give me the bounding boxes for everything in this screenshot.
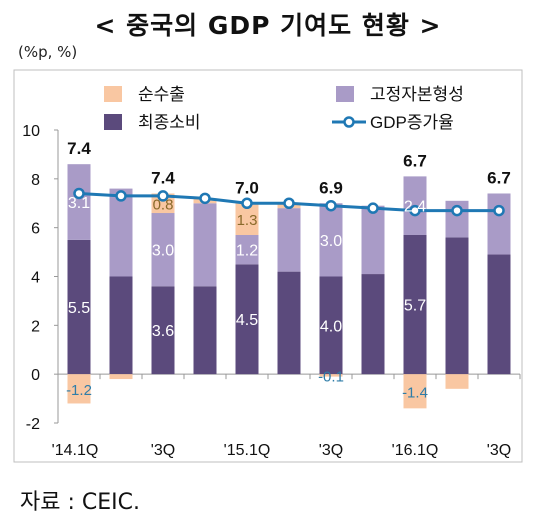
label-final-consumption: 3.6 <box>152 323 174 340</box>
label-final-consumption: 5.7 <box>404 298 426 315</box>
legend-label-gdp-line: GDP증가율 <box>370 113 454 132</box>
label-gdp: 6.7 <box>487 168 511 187</box>
label-net-exports: -0.1 <box>318 368 344 385</box>
bar-gross-capital <box>487 193 511 255</box>
bar-net-exports <box>235 203 259 235</box>
bar-final-consumption <box>361 274 385 375</box>
legend-label-final-consumption: 최종소비 <box>138 113 201 132</box>
bar-gross-capital <box>193 203 217 287</box>
y-tick-label: 4 <box>31 270 40 287</box>
legend-swatch-final-consumption <box>104 114 122 130</box>
legend-swatch-net-exports <box>104 86 122 102</box>
bar-final-consumption <box>193 286 217 375</box>
label-gdp: 6.9 <box>319 178 343 197</box>
gdp-point <box>199 192 211 205</box>
bars <box>67 164 511 409</box>
y-tick-label: 10 <box>22 123 40 140</box>
bar-final-consumption <box>487 254 511 375</box>
bar-final-consumption <box>109 276 133 375</box>
legend-label-gross-capital: 고정자본형성 <box>370 85 464 104</box>
x-tick-label: '3Q <box>151 442 175 459</box>
label-gross-capital: 3.1 <box>68 195 90 212</box>
gdp-point <box>493 204 505 217</box>
gdp-point <box>325 199 337 212</box>
x-tick-label: '14.1Q <box>52 442 99 459</box>
legend-swatch-gross-capital <box>336 86 354 102</box>
bar-gross-capital <box>235 234 259 265</box>
bar-net-exports <box>319 374 343 377</box>
gdp-point <box>241 197 253 209</box>
bar-final-consumption <box>235 264 259 375</box>
gdp-point <box>73 187 85 200</box>
chart-title: < 중국의 GDP 기여도 현황 > <box>94 11 442 40</box>
legend-label-net-exports: 순수출 <box>138 85 185 104</box>
plot-frame <box>13 69 523 463</box>
bar-net-exports <box>109 374 133 380</box>
bar-gross-capital <box>319 203 343 277</box>
gdp-line <box>73 187 505 217</box>
bar-gross-capital <box>277 208 301 272</box>
axes: -2 0 2 4 6 8 10 '14.1Q '3Q '15.1Q '3Q '16.1Q '3Q <box>22 123 521 459</box>
bar-net-exports <box>67 374 91 404</box>
label-net-exports: 0.8 <box>153 196 174 213</box>
label-final-consumption: 5.5 <box>68 300 90 317</box>
x-tick-label: '3Q <box>319 442 343 459</box>
x-tick-label: '16.1Q <box>392 442 439 459</box>
bar-net-exports <box>445 374 469 389</box>
label-final-consumption: 4.5 <box>236 312 258 329</box>
legend-swatch-gdp-point <box>343 116 355 128</box>
label-gdp: 7.0 <box>235 178 259 197</box>
y-tick-label: 6 <box>31 221 40 238</box>
y-tick-label: -2 <box>26 416 40 433</box>
gdp-point <box>409 204 421 217</box>
bar-final-consumption <box>319 276 343 375</box>
bar-gross-capital <box>361 205 385 275</box>
label-gdp: 7.4 <box>67 139 91 158</box>
gdp-point <box>115 190 127 202</box>
label-net-exports: -1.2 <box>66 382 92 399</box>
bar-final-consumption <box>151 286 175 375</box>
bar-net-exports <box>151 193 175 214</box>
label-gross-capital: 2.4 <box>404 199 426 216</box>
bar-final-consumption <box>277 271 301 375</box>
bar-final-consumption <box>403 234 427 375</box>
gdp-point <box>157 190 169 202</box>
data-labels: 5.5 3.1 -1.2 3.6 3.0 0.8 4.5 1.2 1.3 4.0 3.0 -0.1 5.… <box>66 139 511 401</box>
bar-gross-capital <box>151 213 175 287</box>
gdp-point <box>451 204 463 217</box>
x-tick-label: '3Q <box>487 442 511 459</box>
bar-gross-capital <box>67 164 91 240</box>
y-tick-label: 8 <box>31 172 40 189</box>
label-final-consumption: 4.0 <box>320 318 342 335</box>
label-gross-capital: 3.0 <box>152 243 174 260</box>
bar-gross-capital <box>109 188 133 277</box>
bar-final-consumption <box>445 237 469 375</box>
y-tick-label: 0 <box>31 367 40 384</box>
label-gdp: 7.4 <box>151 168 175 187</box>
gdp-point <box>367 202 379 214</box>
label-gross-capital: 3.0 <box>320 233 342 250</box>
gdp-point <box>283 197 295 209</box>
x-tick-label: '15.1Q <box>224 442 271 459</box>
y-tick-label: 2 <box>31 318 40 335</box>
label-gross-capital: 1.2 <box>236 243 258 260</box>
label-net-exports: -1.4 <box>402 384 428 401</box>
label-gdp: 6.7 <box>403 151 427 170</box>
bar-net-exports <box>403 374 427 409</box>
unit-label: (%p, %) <box>18 43 78 61</box>
source-note: 자료 : CEIC. <box>20 490 140 515</box>
label-net-exports: 1.3 <box>237 212 258 229</box>
bar-final-consumption <box>67 239 91 375</box>
